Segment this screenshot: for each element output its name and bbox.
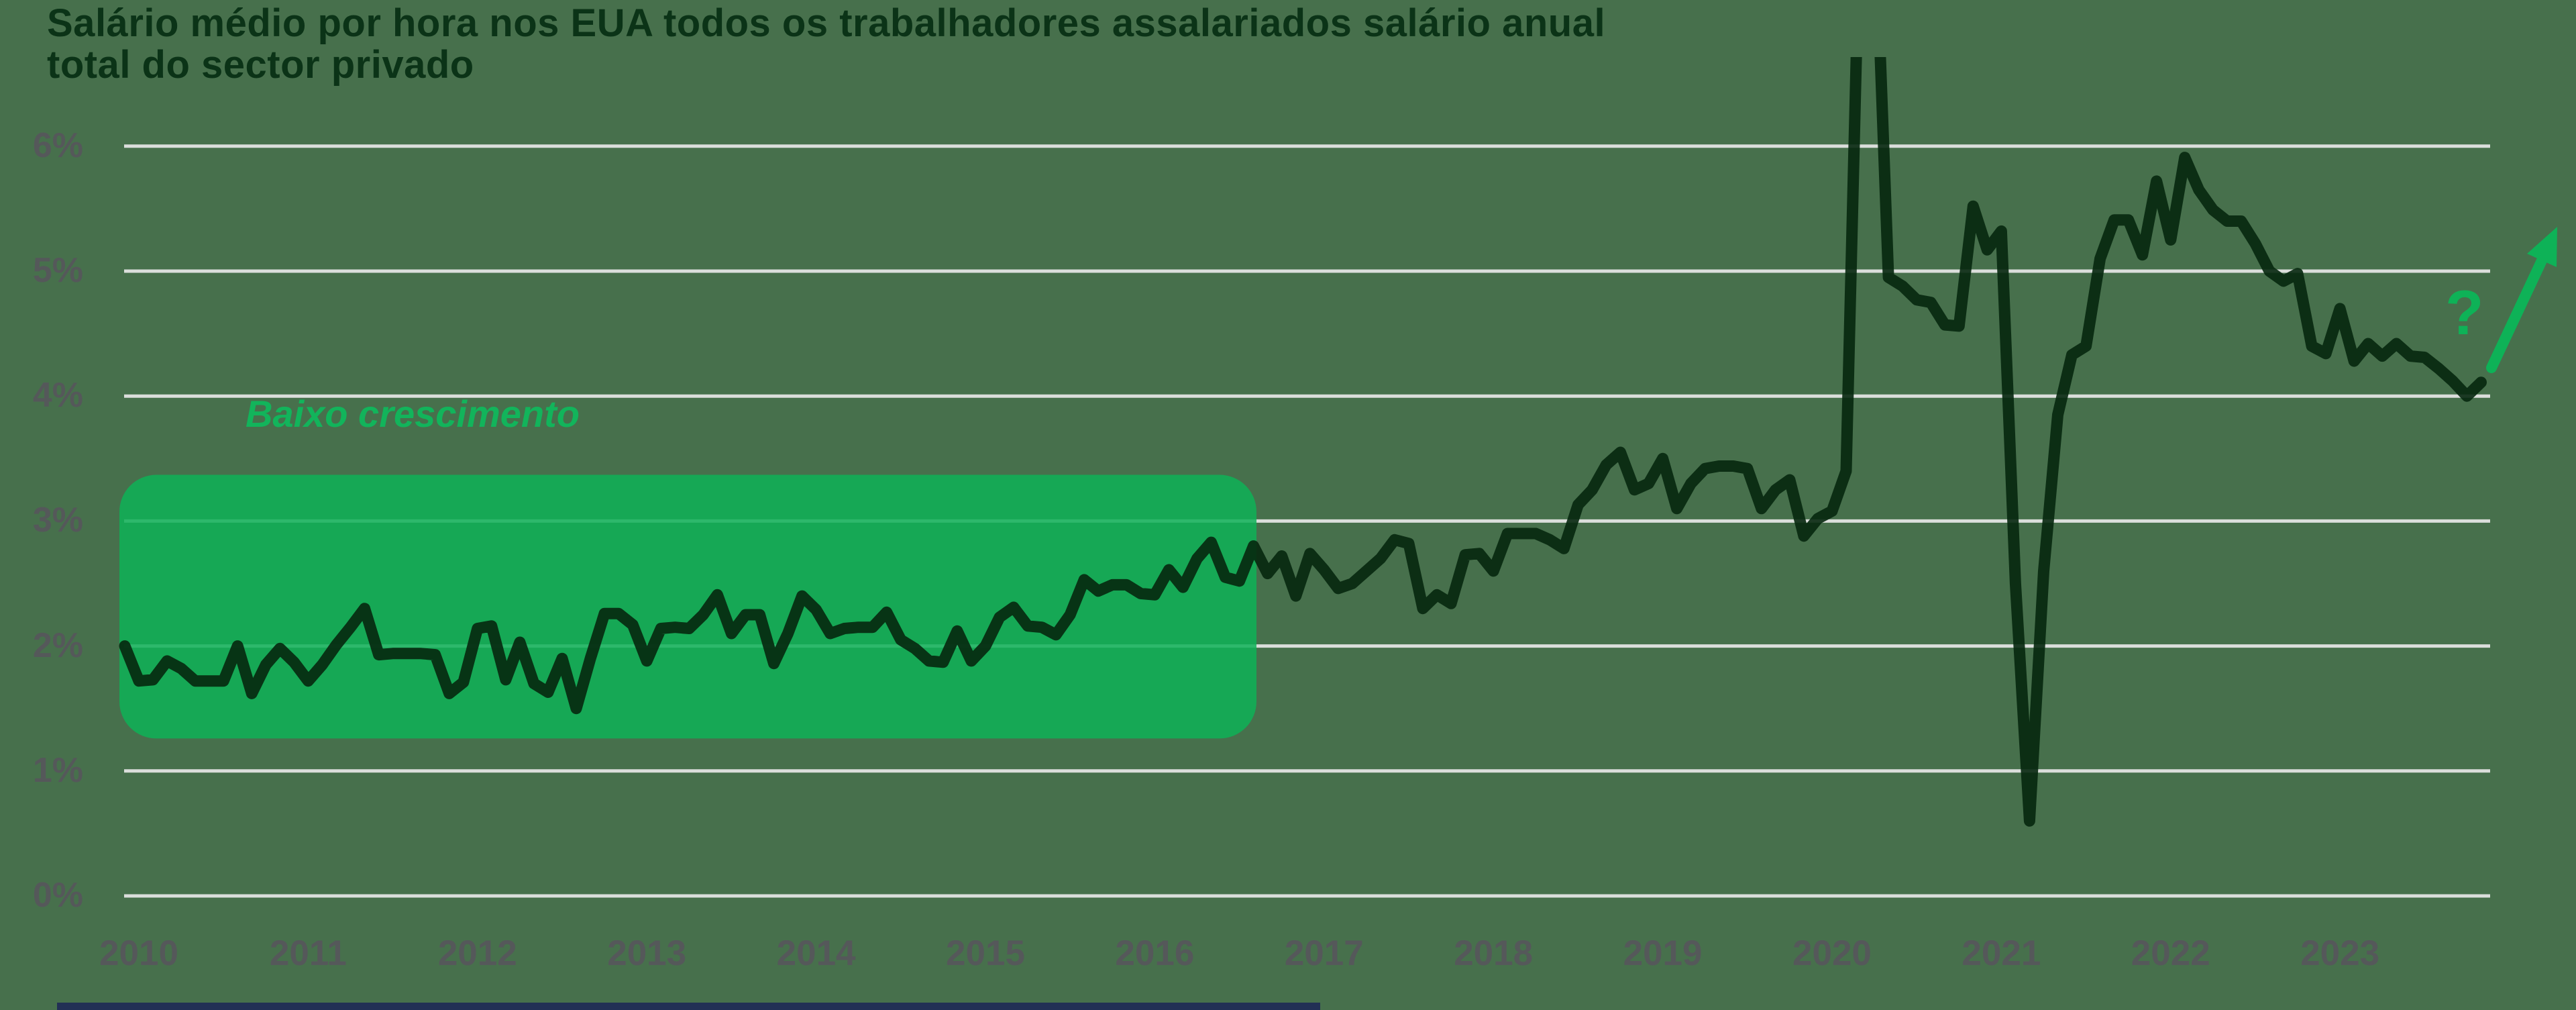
- wage-growth-line: [119, 57, 2487, 827]
- low-growth-highlight-box: [119, 474, 1256, 739]
- x-axis-label: 2018: [1454, 933, 1534, 973]
- chart-title-line1: Salário médio por hora nos EUA todos os …: [47, 1, 1606, 45]
- y-axis-label: 4%: [32, 376, 83, 415]
- x-axis-label: 2019: [1623, 933, 1703, 973]
- y-axis-label: 2%: [32, 625, 83, 665]
- x-axis-label: 2016: [1115, 933, 1195, 973]
- bottom-strip: [57, 1003, 1320, 1010]
- y-axis-label: 0%: [32, 876, 83, 915]
- chart-title-line2: total do sector privado: [47, 43, 474, 87]
- y-axis-label: 3%: [32, 501, 83, 540]
- x-axis-label: 2011: [269, 933, 347, 973]
- y-axis-label: 1%: [32, 750, 83, 790]
- x-axis-label: 2013: [607, 933, 687, 973]
- chart-title: Salário médio por hora nos EUA todos os …: [47, 3, 1605, 86]
- x-axis-label: 2023: [2300, 933, 2380, 973]
- x-axis-label: 2015: [946, 933, 1025, 973]
- x-axis-label: 2014: [776, 933, 856, 973]
- question-mark-annotation: ?: [2445, 277, 2483, 348]
- x-axis-label: 2012: [437, 933, 517, 973]
- x-axis-label: 2010: [99, 933, 178, 973]
- x-axis-label: 2021: [1962, 933, 2041, 973]
- x-axis-label: 2017: [1284, 933, 1364, 973]
- y-axis-label: 6%: [32, 125, 83, 165]
- up-arrow-icon: [2486, 227, 2557, 373]
- x-axis-label: 2020: [1792, 933, 1872, 973]
- y-axis-label: 5%: [32, 251, 83, 290]
- x-axis-label: 2022: [2131, 933, 2210, 973]
- low-growth-annotation-label: Baixo crescimento: [246, 393, 580, 435]
